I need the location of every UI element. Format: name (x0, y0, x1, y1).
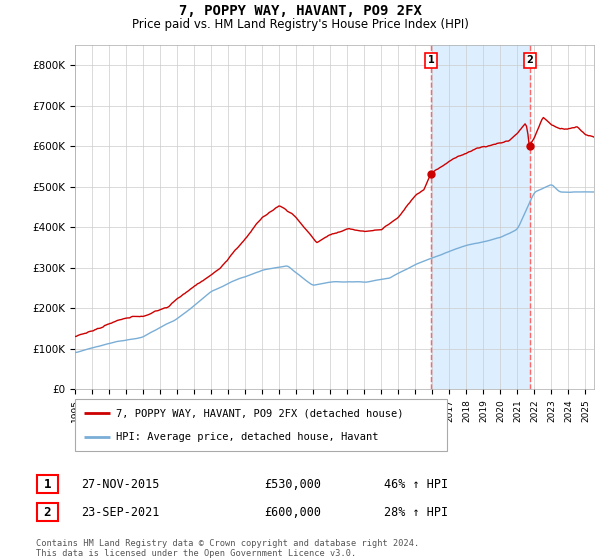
Text: Price paid vs. HM Land Registry's House Price Index (HPI): Price paid vs. HM Land Registry's House … (131, 18, 469, 31)
Text: 28% ↑ HPI: 28% ↑ HPI (384, 506, 448, 519)
Text: £530,000: £530,000 (264, 478, 321, 491)
Text: 7, POPPY WAY, HAVANT, PO9 2FX: 7, POPPY WAY, HAVANT, PO9 2FX (179, 4, 421, 18)
Text: 1: 1 (44, 478, 51, 491)
Text: 2: 2 (44, 506, 51, 519)
Text: 7, POPPY WAY, HAVANT, PO9 2FX (detached house): 7, POPPY WAY, HAVANT, PO9 2FX (detached … (116, 408, 403, 418)
Text: £600,000: £600,000 (264, 506, 321, 519)
Text: 2: 2 (526, 55, 533, 66)
Text: 23-SEP-2021: 23-SEP-2021 (81, 506, 160, 519)
Bar (431, 45, 530, 389)
Text: Contains HM Land Registry data © Crown copyright and database right 2024.
This d: Contains HM Land Registry data © Crown c… (36, 539, 419, 558)
Text: 27-NOV-2015: 27-NOV-2015 (81, 478, 160, 491)
Text: 46% ↑ HPI: 46% ↑ HPI (384, 478, 448, 491)
Text: HPI: Average price, detached house, Havant: HPI: Average price, detached house, Hava… (116, 432, 379, 442)
Text: 1: 1 (427, 55, 434, 66)
